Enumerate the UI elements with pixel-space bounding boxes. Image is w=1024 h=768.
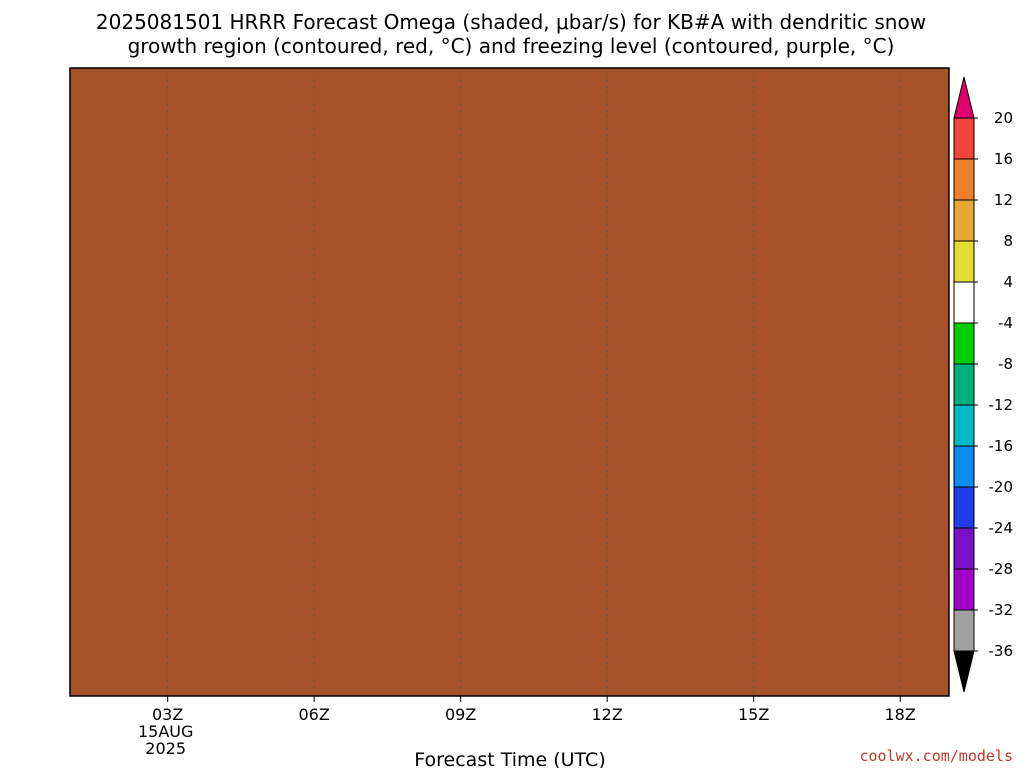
terrain-band	[70, 68, 949, 696]
x-tick-label: 06Z	[299, 705, 330, 724]
colorbar-label: -28	[989, 560, 1014, 578]
source-credit: coolwx.com/models	[859, 747, 1013, 765]
colorbar-box	[953, 363, 975, 406]
colorbar-label: 12	[994, 191, 1013, 209]
x-tick-label: 12Z	[592, 705, 623, 724]
x-tick-date-label: 15AUG	[138, 722, 193, 741]
colorbar-bottom-arrow	[953, 650, 975, 693]
colorbar-box	[953, 281, 975, 324]
colorbar-label: -4	[998, 314, 1013, 332]
colorbar-box	[953, 486, 975, 529]
colorbar-box	[953, 199, 975, 242]
colorbar-label: 20	[994, 109, 1013, 127]
colorbar-top-arrow	[953, 76, 975, 119]
colorbar-label: -32	[989, 601, 1014, 619]
plot-frame	[69, 67, 950, 697]
omega-colorbar: 20 16 12 8 4 -4 -8 -12 -16 -20 -24 -28 -32 -36	[953, 76, 1014, 693]
colorbar-label: -36	[989, 642, 1014, 660]
chart-title-line-2: growth region (contoured, red, °C) and f…	[128, 34, 895, 58]
colorbar-box	[953, 445, 975, 488]
colorbar-box	[953, 568, 975, 611]
colorbar-label: 8	[1003, 232, 1013, 250]
colorbar-label: -8	[998, 355, 1013, 373]
plot-area: -18-18-18-12-120250300350400450500550600…	[69, 67, 950, 758]
x-tick-label: 18Z	[885, 705, 916, 724]
colorbar-label: -12	[989, 396, 1014, 414]
colorbar-box	[953, 609, 975, 652]
x-tick-label: 03Z	[152, 705, 183, 724]
x-tick-label: 15Z	[738, 705, 769, 724]
colorbar-label: -16	[989, 437, 1014, 455]
colorbar-box	[953, 117, 975, 160]
colorbar-box	[953, 527, 975, 570]
colorbar-label: -20	[989, 478, 1014, 496]
colorbar-label: -24	[989, 519, 1014, 537]
colorbar-box	[953, 322, 975, 365]
colorbar-label: 16	[994, 150, 1013, 168]
colorbar-box	[953, 404, 975, 447]
chart-title-line-1: 2025081501 HRRR Forecast Omega (shaded, …	[96, 10, 926, 34]
x-axis-title: Forecast Time (UTC)	[414, 749, 605, 768]
colorbar-label: 4	[1003, 273, 1013, 291]
plot-content: -18-18-18-12-120	[70, 68, 949, 696]
colorbar-box	[953, 240, 975, 283]
x-tick-year-label: 2025	[145, 739, 186, 758]
x-tick-label: 09Z	[445, 705, 476, 724]
colorbar-box	[953, 158, 975, 201]
